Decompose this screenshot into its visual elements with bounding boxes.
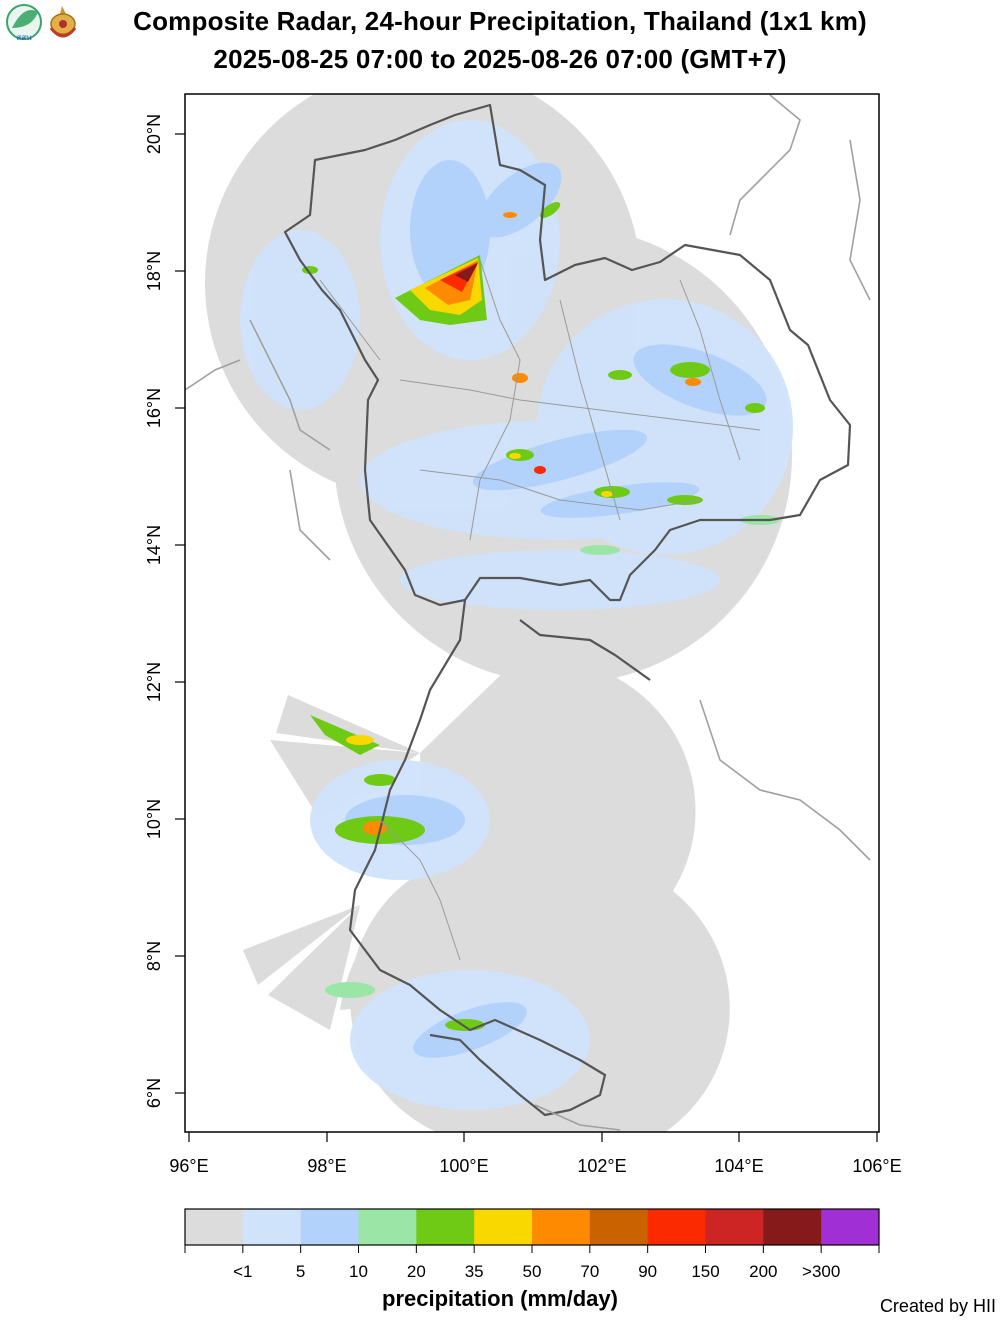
- y-tick-label: 8°N: [144, 941, 164, 971]
- x-axis: [188, 1132, 878, 1142]
- x-tick-labels: 96°E 98°E 100°E 102°E 104°E 106°E: [169, 1156, 901, 1176]
- map-title: Composite Radar, 24-hour Precipitation, …: [133, 6, 867, 36]
- colorbar-swatch: [185, 1209, 244, 1245]
- x-tick-label: 106°E: [852, 1156, 901, 1176]
- royal-emblem-logo: [49, 6, 77, 38]
- leaf-logo: สสน: [6, 4, 42, 42]
- precip-very-heavy: [346, 212, 701, 835]
- colorbar-swatch: [763, 1209, 822, 1245]
- y-axis: [175, 133, 185, 1094]
- y-tick-label: 12°N: [144, 662, 164, 702]
- plot-frame: [184, 93, 880, 1133]
- colorbar: [184, 1208, 880, 1253]
- map-subtitle-date-range: 2025-08-25 07:00 to 2025-08-26 07:00 (GM…: [213, 44, 787, 74]
- colorbar-label: 200: [749, 1262, 777, 1281]
- y-tick-labels: 6°N 8°N 10°N 12°N 14°N 16°N 18°N 20°N: [144, 114, 164, 1108]
- colorbar-label: 70: [580, 1262, 599, 1281]
- colorbar-swatch: [589, 1209, 649, 1245]
- colorbar-title: precipitation (mm/day): [382, 1286, 618, 1311]
- logos: สสน: [4, 2, 84, 46]
- x-tick-label: 102°E: [577, 1156, 626, 1176]
- colorbar-swatch: [532, 1209, 591, 1245]
- colorbar-label: 10: [349, 1262, 368, 1281]
- colorbar-swatch: [705, 1209, 764, 1245]
- colorbar-labels: <1 5 10 20 35 50 70 90 150 200 >300: [233, 1262, 840, 1281]
- colorbar-swatch: [242, 1209, 302, 1245]
- colorbar-label: >300: [802, 1262, 840, 1281]
- colorbar-swatch: [647, 1209, 706, 1245]
- credit-text: Created by HII: [879, 1296, 996, 1316]
- y-tick-label: 6°N: [144, 1078, 164, 1108]
- y-tick-label: 18°N: [144, 251, 164, 291]
- colorbar-swatch: [358, 1209, 417, 1245]
- colorbar-swatch: [300, 1209, 359, 1245]
- x-tick-label: 96°E: [169, 1156, 208, 1176]
- svg-text:สสน: สสน: [16, 33, 32, 42]
- colorbar-label: 5: [296, 1262, 305, 1281]
- precip-light-green: [325, 515, 780, 998]
- x-tick-label: 98°E: [307, 1156, 346, 1176]
- y-tick-label: 20°N: [144, 114, 164, 154]
- country-borders: [283, 103, 852, 1117]
- neighbor-borders: [185, 94, 871, 1131]
- colorbar-swatch: [821, 1209, 880, 1245]
- colorbar-label: 150: [691, 1262, 719, 1281]
- colorbar-label: <1: [233, 1262, 252, 1281]
- colorbar-label: 35: [465, 1262, 484, 1281]
- colorbar-label: 50: [523, 1262, 542, 1281]
- colorbar-label: 20: [407, 1262, 426, 1281]
- colorbar-swatch: [474, 1209, 533, 1245]
- y-tick-label: 10°N: [144, 799, 164, 839]
- x-tick-label: 100°E: [439, 1156, 488, 1176]
- province-borders: [319, 259, 761, 961]
- y-tick-label: 14°N: [144, 525, 164, 565]
- x-tick-label: 104°E: [714, 1156, 763, 1176]
- colorbar-swatch: [416, 1209, 475, 1245]
- y-tick-label: 16°N: [144, 388, 164, 428]
- colorbar-label: 90: [638, 1262, 657, 1281]
